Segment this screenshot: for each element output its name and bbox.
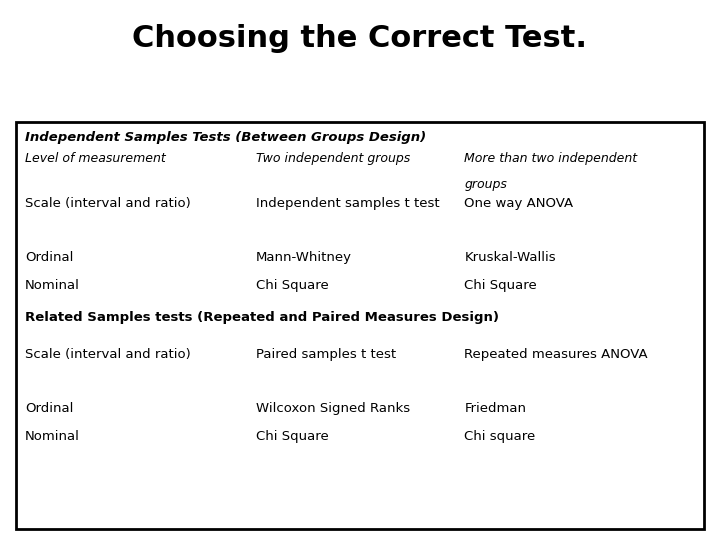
Text: Ordinal: Ordinal: [25, 251, 73, 264]
Text: Scale (interval and ratio): Scale (interval and ratio): [25, 348, 191, 361]
Text: Chi Square: Chi Square: [256, 279, 328, 292]
Text: Nominal: Nominal: [25, 279, 80, 292]
Text: groups: groups: [464, 178, 508, 191]
Text: Choosing the Correct Test.: Choosing the Correct Test.: [132, 24, 588, 53]
Text: Paired samples t test: Paired samples t test: [256, 348, 396, 361]
Text: Two independent groups: Two independent groups: [256, 152, 410, 165]
Text: Kruskal-Wallis: Kruskal-Wallis: [464, 251, 556, 264]
Text: Ordinal: Ordinal: [25, 402, 73, 415]
Text: Independent Samples Tests (Between Groups Design): Independent Samples Tests (Between Group…: [25, 131, 426, 144]
Text: Chi square: Chi square: [464, 430, 536, 443]
Text: Chi Square: Chi Square: [464, 279, 537, 292]
Text: Related Samples tests (Repeated and Paired Measures Design): Related Samples tests (Repeated and Pair…: [25, 310, 499, 323]
Text: Independent samples t test: Independent samples t test: [256, 197, 439, 210]
Text: Scale (interval and ratio): Scale (interval and ratio): [25, 197, 191, 210]
Text: Friedman: Friedman: [464, 402, 526, 415]
Text: Level of measurement: Level of measurement: [25, 152, 166, 165]
Text: Repeated measures ANOVA: Repeated measures ANOVA: [464, 348, 648, 361]
Text: Nominal: Nominal: [25, 430, 80, 443]
Text: More than two independent: More than two independent: [464, 152, 637, 165]
Text: One way ANOVA: One way ANOVA: [464, 197, 574, 210]
Text: Chi Square: Chi Square: [256, 430, 328, 443]
Text: Wilcoxon Signed Ranks: Wilcoxon Signed Ranks: [256, 402, 410, 415]
Text: Mann-Whitney: Mann-Whitney: [256, 251, 351, 264]
FancyBboxPatch shape: [16, 122, 704, 529]
